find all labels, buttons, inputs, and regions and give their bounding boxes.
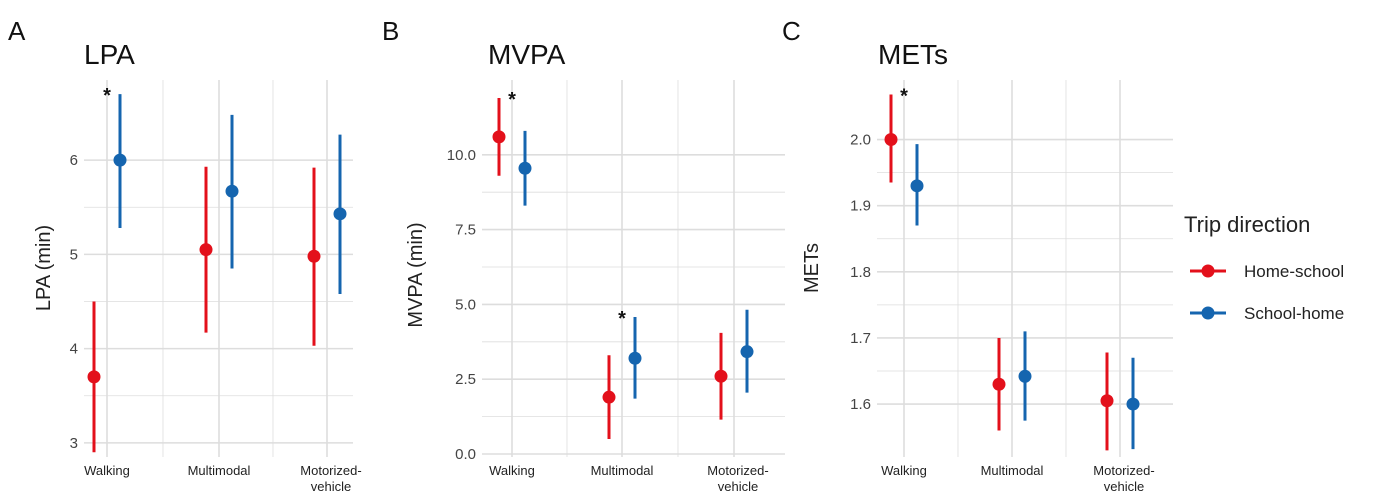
y-tick-label: 7.5 [455, 222, 476, 239]
data-point [307, 249, 321, 263]
y-tick-label: 3 [70, 435, 78, 452]
significance-markers: ** [508, 89, 626, 330]
legend-label: Home-school [1244, 262, 1344, 281]
panel-title: METs [878, 39, 948, 70]
x-tick-label: Walking [84, 463, 130, 478]
x-tick-label: Motorized-vehicle [707, 463, 768, 494]
data-point [1126, 397, 1140, 411]
data-point [628, 351, 642, 365]
y-ticks: 0.0 2.5 5.0 7.5 10.0 [447, 147, 476, 463]
y-tick-label: 0.0 [455, 446, 476, 463]
data-point [199, 243, 213, 257]
y-axis-label: METs [801, 243, 823, 293]
x-tick-label: Multimodal [188, 463, 251, 478]
panel-title: MVPA [488, 39, 566, 70]
x-ticks: Walking Multimodal Motorized-vehicle [489, 463, 769, 494]
x-ticks: Walking Multimodal Motorized-vehicle [881, 463, 1155, 494]
legend-item-home-school: Home-school [1190, 262, 1344, 281]
legend-title: Trip direction [1184, 212, 1310, 237]
panel-title: LPA [84, 39, 135, 70]
x-tick-label: Walking [489, 463, 535, 478]
data-point [333, 207, 347, 221]
y-axis-label: MVPA (min) [405, 222, 427, 327]
y-ticks: 3 4 5 6 [70, 152, 78, 452]
data-point [714, 369, 728, 383]
grid [84, 80, 353, 457]
data-point [113, 153, 127, 167]
x-tick-label: Walking [881, 463, 927, 478]
y-tick-label: 5.0 [455, 296, 476, 313]
significance-star: * [103, 85, 111, 107]
panel-a: A LPA 3 4 5 6 Walking Multimodal Motorized-ve… [8, 16, 362, 494]
y-tick-label: 1.9 [850, 198, 871, 215]
panel-letter: C [782, 16, 801, 46]
x-ticks: Walking Multimodal Motorized-vehicle [84, 463, 362, 494]
legend-label: School-home [1244, 304, 1344, 323]
y-tick-label: 4 [70, 341, 78, 358]
significance-star: * [618, 308, 626, 330]
points [884, 133, 1140, 411]
panel-letter: A [8, 16, 26, 46]
y-tick-label: 10.0 [447, 147, 476, 164]
y-tick-label: 2.5 [455, 371, 476, 388]
data-point [1018, 369, 1032, 383]
significance-markers: * [103, 85, 111, 107]
data-point [1100, 394, 1114, 408]
data-point [225, 184, 239, 198]
data-point [602, 390, 616, 404]
points [87, 153, 347, 384]
significance-markers: * [900, 86, 908, 108]
legend-item-school-home: School-home [1190, 304, 1344, 323]
data-point [740, 345, 754, 359]
y-tick-label: 1.6 [850, 396, 871, 413]
error-bars [497, 97, 749, 440]
grid [482, 80, 785, 457]
legend-swatch-dot [1201, 264, 1215, 278]
y-tick-label: 6 [70, 152, 78, 169]
y-ticks: 1.6 1.7 1.8 1.9 2.0 [850, 132, 871, 414]
x-tick-label: Motorized-vehicle [300, 463, 361, 494]
x-tick-label: Motorized-vehicle [1093, 463, 1154, 494]
panel-c: C METs 1.6 1.7 1.8 1.9 2.0 Walking Multimodal… [782, 16, 1173, 494]
y-tick-label: 1.7 [850, 330, 871, 347]
legend-swatch-dot [1201, 306, 1215, 320]
y-tick-label: 5 [70, 246, 78, 263]
error-bars [92, 94, 342, 453]
data-point [87, 370, 101, 384]
data-point [992, 377, 1006, 391]
data-point [492, 130, 506, 144]
y-tick-label: 1.8 [850, 264, 871, 281]
y-tick-label: 2.0 [850, 132, 871, 149]
legend: Trip direction Home-school School-home [1184, 212, 1344, 323]
data-point [910, 179, 924, 193]
panel-b: B MVPA 0.0 2.5 5.0 7.5 10.0 Walking Multimoda… [382, 16, 785, 494]
y-axis-label: LPA (min) [33, 225, 55, 311]
significance-star: * [508, 89, 516, 111]
data-point [518, 161, 532, 175]
panel-letter: B [382, 16, 399, 46]
x-tick-label: Multimodal [591, 463, 654, 478]
data-point [884, 133, 898, 147]
x-tick-label: Multimodal [981, 463, 1044, 478]
points [492, 130, 754, 404]
significance-star: * [900, 86, 908, 108]
